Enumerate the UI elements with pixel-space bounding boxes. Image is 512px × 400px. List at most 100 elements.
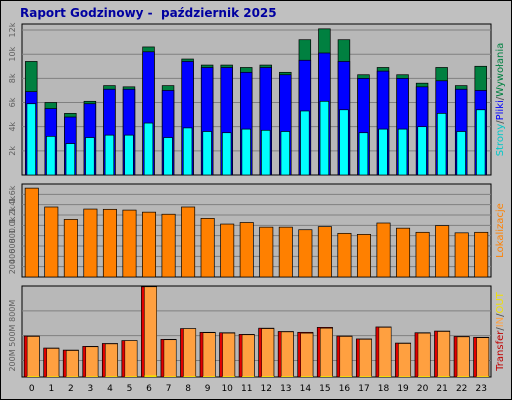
bar-strony (280, 131, 291, 176)
bar-out (163, 376, 177, 377)
bar-in (261, 328, 275, 378)
bar-strony (202, 131, 212, 176)
bar-out (27, 376, 40, 377)
bar-in (320, 327, 333, 378)
bar-out (222, 376, 235, 377)
bar-strony (163, 137, 173, 176)
y-tick-label: 800M (8, 300, 17, 322)
bar-strony (358, 132, 369, 176)
bar-out (378, 376, 392, 377)
bar-in (398, 343, 411, 378)
y-tick-label: 1.0k (8, 216, 17, 234)
y-tick-label: 1.2k (8, 206, 17, 224)
legend-part: / (495, 96, 506, 100)
bar-out (144, 375, 157, 377)
x-tick-label: 9 (205, 384, 211, 394)
y-tick-label: 200 (8, 259, 17, 274)
bar-out (300, 376, 313, 377)
bar-in (222, 332, 236, 378)
plot-area-middle (21, 183, 492, 278)
x-tick-label: 12 (261, 384, 272, 394)
bar-in (378, 327, 392, 378)
bar-in (85, 346, 99, 378)
bar-out (281, 376, 294, 377)
bar-lokalizacje (122, 209, 137, 278)
bar-strony (456, 131, 466, 176)
bar-in (65, 350, 79, 378)
bar-in (339, 336, 353, 378)
x-tick-label: 10 (221, 384, 233, 394)
y-tick-label: 2k (8, 146, 17, 156)
bar-lokalizacje (376, 222, 391, 278)
bar-out (417, 376, 431, 377)
x-tick-label: 20 (417, 384, 429, 394)
bar-lokalizacje (220, 223, 235, 278)
y-tick-label: 8k (8, 73, 17, 83)
bar-in (476, 337, 490, 378)
bar-strony (241, 128, 251, 176)
bar-strony (300, 110, 310, 176)
x-tick-label: 4 (107, 384, 113, 394)
legend-label-middle: Lokalizacje (495, 203, 506, 258)
bar-strony (339, 109, 349, 176)
bar-in (144, 286, 157, 378)
bar-in (456, 336, 470, 378)
x-tick-label: 19 (397, 384, 409, 394)
y-tick-label: 4k (8, 121, 17, 131)
x-tick-label: 14 (300, 384, 312, 394)
y-tick-label: 12k (8, 22, 17, 37)
bar-lokalizacje (239, 222, 254, 278)
x-tick-label: 13 (280, 384, 291, 394)
bar-lokalizacje (298, 229, 313, 278)
bar-lokalizacje (435, 225, 450, 278)
bar-out (105, 376, 118, 377)
bar-strony (124, 134, 134, 176)
y-tick-label: 200M (8, 349, 17, 371)
bar-lokalizacje (161, 213, 176, 278)
bar-lokalizacje (102, 208, 117, 278)
bar-out (203, 376, 216, 377)
y-tick-label: 500M (8, 324, 17, 346)
bar-strony (261, 129, 271, 176)
bar-in (359, 339, 372, 378)
x-tick-label: 8 (185, 384, 191, 394)
bar-strony (221, 132, 232, 176)
bar-out (359, 376, 372, 377)
bar-strony (476, 109, 486, 176)
bar-lokalizacje (83, 208, 98, 278)
x-tick-label: 17 (358, 384, 369, 394)
x-tick-label: 23 (476, 384, 487, 394)
bar-lokalizacje (317, 226, 332, 278)
x-tick-label: 1 (48, 384, 54, 394)
plot-area-top (21, 23, 492, 176)
bar-in (163, 339, 177, 378)
bar-strony (26, 103, 36, 176)
bar-out (457, 376, 470, 377)
legend-part: / (495, 327, 506, 331)
x-tick-label: 11 (241, 384, 252, 394)
bar-strony (397, 128, 408, 176)
bar-in (417, 332, 431, 378)
bar-out (261, 376, 274, 377)
plot-area-bottom (21, 285, 492, 378)
x-tick-label: 3 (88, 384, 94, 394)
bar-out (46, 376, 59, 377)
bar-in (280, 331, 294, 378)
legend-part: Pliki (495, 100, 506, 120)
bar-lokalizacje (415, 231, 430, 278)
x-tick-label: 2 (68, 384, 74, 394)
bar-lokalizacje (474, 231, 489, 278)
bar-lokalizacje (200, 218, 215, 278)
bar-in (437, 331, 451, 378)
bar-out (242, 376, 255, 377)
x-tick-label: 16 (339, 384, 351, 394)
legend-part: / (495, 120, 506, 124)
y-tick-label: 400 (8, 249, 17, 264)
bar-lokalizacje (24, 187, 39, 278)
legend-label-top: Strony/Pliki/Wywołania (495, 43, 506, 157)
y-tick-label: 800 (8, 228, 17, 243)
legend-part: Lokalizacje (495, 203, 506, 258)
bar-out (476, 376, 489, 377)
